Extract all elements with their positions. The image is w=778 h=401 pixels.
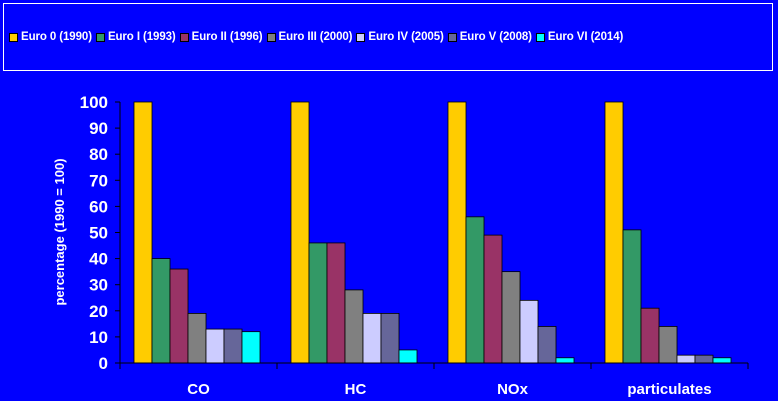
bar (398, 349, 418, 364)
legend-swatch (179, 32, 189, 42)
bar (380, 313, 400, 364)
legend-swatch (447, 32, 457, 42)
legend-label: Euro II (1996) (191, 31, 263, 43)
bar (290, 101, 310, 364)
y-tick-label: 100 (80, 93, 108, 112)
bar (658, 326, 678, 364)
bar (483, 234, 503, 364)
legend-label: Euro I (1993) (107, 31, 176, 43)
bar (362, 313, 382, 364)
bar (205, 328, 225, 364)
legend-label: Euro VI (2014) (547, 31, 624, 43)
legend-item: Euro 0 (1990) (9, 31, 92, 43)
bar (604, 101, 624, 364)
bar (465, 216, 485, 364)
y-tick-label: 0 (99, 354, 108, 373)
legend-item: Euro II (1996) (179, 31, 263, 43)
bar (555, 357, 575, 364)
bar (712, 357, 732, 364)
legend-label: Euro V (2008) (459, 31, 532, 43)
bar (640, 307, 660, 364)
y-axis-label: percentage (1990 = 100) (52, 158, 67, 305)
bar (501, 271, 521, 364)
legend-item: Euro V (2008) (447, 31, 532, 43)
legend-label: Euro IV (2005) (368, 31, 444, 43)
x-tick-label: HC (345, 381, 367, 398)
legend-swatch (356, 32, 366, 42)
legend-swatch (9, 32, 18, 42)
y-tick-label: 50 (89, 224, 108, 243)
legend-label: Euro III (2000) (278, 31, 353, 43)
y-tick-label: 40 (89, 250, 108, 269)
bar (622, 229, 642, 364)
bar (326, 242, 346, 364)
bar (519, 299, 539, 364)
bar (344, 289, 364, 364)
bar (223, 328, 243, 364)
x-tick-label: particulates (627, 381, 711, 398)
y-tick-label: 70 (89, 171, 108, 190)
bar (133, 101, 153, 364)
bar (537, 326, 557, 364)
bar (169, 268, 189, 364)
legend-items: Euro 0 (1990) Euro I (1993) Euro II (1996)… (9, 31, 627, 43)
legend-item: Euro I (1993) (95, 31, 176, 43)
y-tick-label: 80 (89, 145, 108, 164)
bar (447, 101, 467, 364)
legend-label: Euro 0 (1990) (21, 31, 92, 43)
y-tick-label: 20 (89, 302, 108, 321)
bar (308, 242, 328, 364)
bar (694, 354, 714, 364)
legend-item: Euro III (2000) (266, 31, 353, 43)
legend-swatch (266, 32, 276, 42)
legend-swatch (535, 32, 545, 42)
legend-item: Euro IV (2005) (356, 31, 444, 43)
x-tick-label: NOx (497, 381, 529, 398)
y-tick-label: 90 (89, 119, 108, 138)
bar (187, 313, 207, 364)
y-tick-label: 30 (89, 276, 108, 295)
bar (151, 258, 171, 364)
legend: Euro 0 (1990) Euro I (1993) Euro II (1996)… (3, 3, 773, 71)
bar (676, 354, 696, 364)
y-tick-label: 60 (89, 197, 108, 216)
bar (241, 331, 261, 364)
x-tick-label: CO (187, 381, 210, 398)
legend-swatch (95, 32, 105, 42)
y-tick-label: 10 (89, 328, 108, 347)
legend-item: Euro VI (2014) (535, 31, 624, 43)
